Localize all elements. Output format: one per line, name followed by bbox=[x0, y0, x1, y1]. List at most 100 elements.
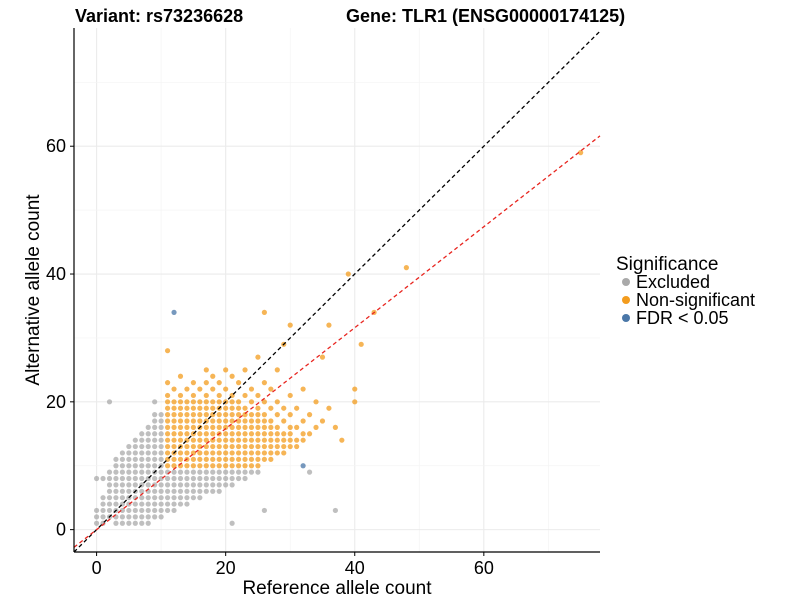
data-point bbox=[158, 450, 164, 456]
data-point bbox=[126, 443, 132, 450]
data-point bbox=[223, 469, 229, 475]
data-point bbox=[235, 450, 242, 456]
data-point bbox=[248, 463, 255, 469]
data-point bbox=[164, 392, 171, 399]
data-point bbox=[216, 424, 222, 430]
data-point bbox=[203, 424, 209, 430]
data-point bbox=[203, 405, 209, 411]
data-point bbox=[184, 424, 190, 430]
data-point bbox=[274, 412, 280, 418]
data-point bbox=[197, 431, 203, 437]
data-point bbox=[158, 507, 164, 514]
data-point bbox=[197, 475, 203, 482]
data-point bbox=[203, 437, 209, 443]
data-point bbox=[184, 399, 190, 405]
data-point bbox=[235, 469, 242, 475]
data-point bbox=[171, 309, 177, 315]
data-point bbox=[171, 405, 177, 411]
data-point bbox=[197, 443, 203, 450]
data-point bbox=[300, 418, 306, 424]
data-point bbox=[261, 431, 267, 437]
legend-swatch bbox=[622, 314, 630, 322]
data-point bbox=[235, 431, 242, 437]
data-point bbox=[132, 456, 138, 462]
data-point bbox=[158, 412, 164, 418]
x-tick-label: 0 bbox=[92, 558, 102, 578]
data-point bbox=[190, 424, 196, 430]
data-point bbox=[152, 475, 158, 482]
data-point bbox=[164, 412, 171, 418]
data-point bbox=[197, 412, 203, 418]
data-point bbox=[300, 463, 306, 469]
data-point bbox=[242, 418, 248, 424]
data-point bbox=[158, 482, 164, 488]
data-point bbox=[255, 456, 261, 462]
data-point bbox=[139, 469, 145, 475]
data-point bbox=[184, 488, 190, 494]
data-point bbox=[203, 443, 209, 450]
data-point bbox=[268, 437, 274, 443]
data-point bbox=[119, 520, 125, 526]
data-point bbox=[126, 450, 132, 456]
data-point bbox=[216, 450, 222, 456]
data-point bbox=[203, 431, 209, 437]
data-point bbox=[242, 392, 248, 399]
data-point bbox=[229, 431, 235, 437]
data-point bbox=[158, 431, 164, 437]
data-point bbox=[106, 399, 113, 405]
data-point bbox=[171, 386, 177, 392]
data-point bbox=[229, 399, 235, 405]
data-point bbox=[248, 412, 255, 418]
data-point bbox=[93, 514, 100, 520]
data-point bbox=[184, 450, 190, 456]
data-point bbox=[210, 482, 216, 488]
data-point bbox=[164, 424, 171, 430]
data-point bbox=[274, 450, 280, 456]
data-point bbox=[158, 514, 164, 520]
data-point bbox=[139, 488, 145, 494]
data-point bbox=[171, 418, 177, 424]
data-point bbox=[164, 482, 171, 488]
data-point bbox=[235, 456, 242, 462]
data-point bbox=[132, 463, 138, 469]
data-point bbox=[281, 450, 287, 456]
data-point bbox=[190, 412, 196, 418]
data-point bbox=[313, 399, 319, 405]
legend-label: Non-significant bbox=[636, 290, 755, 310]
grid-lines bbox=[74, 28, 600, 552]
data-point bbox=[139, 437, 145, 443]
data-point bbox=[145, 456, 151, 462]
data-point bbox=[261, 309, 267, 315]
data-point bbox=[210, 443, 216, 450]
data-point bbox=[164, 348, 171, 354]
data-point bbox=[190, 495, 196, 501]
data-point bbox=[177, 450, 184, 456]
series-excluded bbox=[93, 399, 338, 526]
data-point bbox=[177, 431, 184, 437]
data-point bbox=[294, 443, 300, 450]
data-point bbox=[203, 475, 209, 482]
data-point bbox=[216, 475, 222, 482]
data-point bbox=[177, 482, 184, 488]
data-point bbox=[171, 463, 177, 469]
data-point bbox=[152, 399, 158, 405]
y-axis-ticks: 0 20 40 60 bbox=[46, 136, 74, 540]
data-point bbox=[158, 495, 164, 501]
data-point bbox=[248, 386, 255, 392]
data-point bbox=[229, 424, 235, 430]
data-point bbox=[242, 431, 248, 437]
data-point bbox=[306, 469, 313, 475]
data-point bbox=[223, 456, 229, 462]
data-point bbox=[171, 482, 177, 488]
data-point bbox=[216, 418, 222, 424]
data-point bbox=[177, 488, 184, 494]
data-point bbox=[255, 405, 261, 411]
data-point bbox=[132, 437, 138, 443]
data-point bbox=[132, 520, 138, 526]
data-point bbox=[223, 463, 229, 469]
data-point bbox=[184, 431, 190, 437]
data-point bbox=[184, 418, 190, 424]
data-point bbox=[203, 399, 209, 405]
data-point bbox=[235, 412, 242, 418]
